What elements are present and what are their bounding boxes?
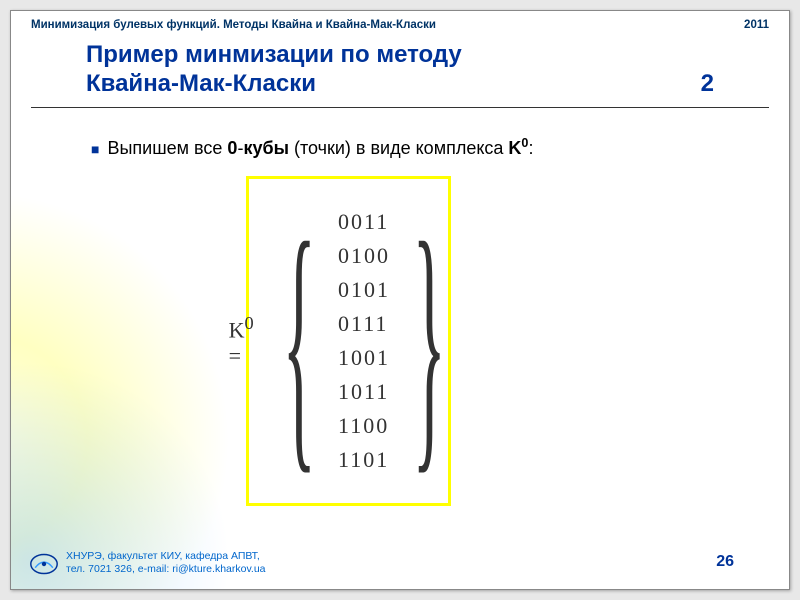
formula-exp: 0 — [244, 313, 253, 333]
brace-left-icon: { — [282, 222, 316, 460]
header-topic: Минимизация булевых функций. Методы Квай… — [31, 19, 436, 31]
footer: ХНУРЭ, факультет КИУ, кафедра АПВТ, тел.… — [66, 550, 266, 577]
title-number: 2 — [701, 70, 714, 99]
title-line2: Квайна-Мак-Класки — [86, 70, 316, 99]
footer-line1: ХНУРЭ, факультет КИУ, кафедра АПВТ, — [66, 550, 266, 564]
body-k: K — [508, 138, 521, 158]
body-text: ■Выпишем все 0-кубы (точки) в виде компл… — [91, 136, 533, 159]
formula-box: K0 = { 0011 0100 0101 0111 1001 1011 110… — [246, 176, 451, 506]
cube-item: 1100 — [338, 409, 390, 443]
slide: Минимизация булевых функций. Методы Квай… — [10, 10, 790, 590]
brace-right-icon: } — [412, 222, 446, 460]
title-underline — [31, 107, 769, 108]
formula-eq: = — [229, 343, 241, 368]
page-number: 26 — [716, 553, 734, 571]
slide-title: Пример минмизации по методу Квайна-Мак-К… — [86, 41, 714, 99]
header-bar: Минимизация булевых функций. Методы Квай… — [31, 19, 769, 31]
cube-item: 0111 — [338, 307, 390, 341]
formula-label: K0 = — [229, 313, 254, 369]
footer-line2: тел. 7021 326, e-mail: ri@kture.kharkov.… — [66, 563, 266, 577]
cube-item: 1011 — [338, 375, 390, 409]
cube-item: 0011 — [338, 205, 390, 239]
cube-item: 0100 — [338, 239, 390, 273]
body-before: Выпишем все — [107, 138, 227, 158]
body-mid: (точки) в виде комплекса — [289, 138, 508, 158]
body-bold1: 0 — [227, 138, 237, 158]
cube-item: 1001 — [338, 341, 390, 375]
header-year: 2011 — [744, 19, 769, 31]
cube-item: 0101 — [338, 273, 390, 307]
bullet-icon: ■ — [91, 141, 99, 157]
logo-icon — [29, 553, 59, 575]
cube-list: 0011 0100 0101 0111 1001 1011 1100 1101 — [338, 205, 390, 478]
body-colon: : — [528, 138, 533, 158]
formula-k: K — [229, 317, 245, 342]
body-bold2: кубы — [243, 138, 289, 158]
cube-item: 1101 — [338, 443, 390, 477]
title-line1: Пример минмизации по методу — [86, 41, 714, 70]
